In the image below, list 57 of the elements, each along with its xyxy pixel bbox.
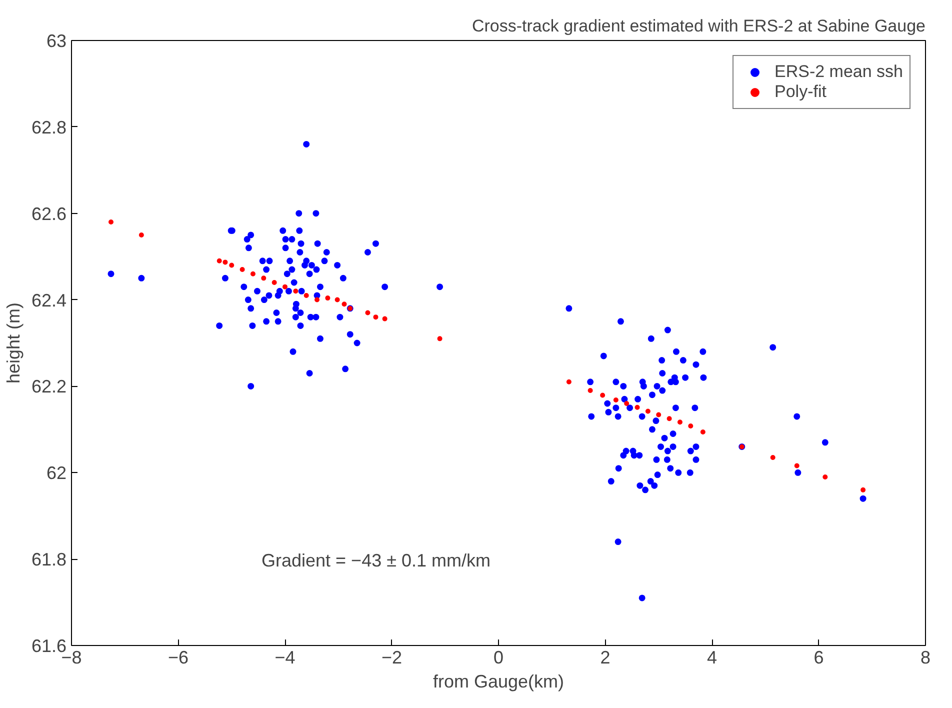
x-tick-label: −4 <box>274 648 296 668</box>
point <box>677 420 682 425</box>
point <box>794 463 800 468</box>
point <box>229 262 234 268</box>
point <box>365 310 370 316</box>
x-tick-label: 8 <box>920 648 931 668</box>
y-tick-label: 62.4 <box>31 290 67 310</box>
point <box>624 401 630 406</box>
point <box>342 302 347 307</box>
y-tick-label: 63 <box>46 31 67 51</box>
point <box>634 404 640 410</box>
point <box>240 267 245 272</box>
point <box>566 379 572 384</box>
point <box>860 487 866 492</box>
y-tick-label: 62.2 <box>31 376 67 397</box>
point <box>373 314 378 320</box>
point <box>656 412 662 418</box>
point <box>666 416 672 422</box>
x-tick-label: 2 <box>600 648 610 668</box>
point <box>272 280 277 285</box>
annotation: Gradient = −43 ± 0.1 mm/km <box>262 550 490 570</box>
point <box>613 398 618 403</box>
point <box>325 296 330 301</box>
point <box>293 288 298 294</box>
legend-label: Poly-fit <box>774 82 826 102</box>
x-tick-label: 0 <box>493 648 504 668</box>
point <box>382 316 388 322</box>
x-tick-label: −2 <box>381 648 402 668</box>
legend-label: ERS-2 mean ssh <box>774 62 903 82</box>
point <box>770 455 776 460</box>
x-axis-title: from Gauge(km) <box>432 672 564 692</box>
point <box>437 336 442 342</box>
point <box>282 284 288 290</box>
point <box>822 474 828 480</box>
y-tick-label: 62.8 <box>31 117 67 138</box>
x-tick-label: −6 <box>168 648 189 668</box>
point <box>600 392 606 398</box>
point <box>304 292 309 298</box>
x-tick-label: 4 <box>706 648 718 668</box>
chart-title: Cross-track gradient estimated with ERS-2 at Sabine Gauge <box>472 16 926 36</box>
y-axis-title: height (m) <box>3 302 24 384</box>
y-tick-label: 62.6 <box>31 204 67 224</box>
point <box>334 297 340 302</box>
point <box>261 276 266 281</box>
point <box>700 430 706 435</box>
point <box>216 258 222 264</box>
point <box>250 271 256 276</box>
point <box>108 220 114 224</box>
y-tick-label: 61.8 <box>31 550 67 570</box>
point <box>688 423 694 428</box>
point <box>588 388 593 394</box>
y-tick-label: 62 <box>46 463 67 484</box>
point <box>222 260 228 265</box>
point <box>138 232 144 238</box>
point <box>645 408 650 414</box>
x-tick-label: 6 <box>814 648 824 668</box>
point <box>314 297 320 302</box>
